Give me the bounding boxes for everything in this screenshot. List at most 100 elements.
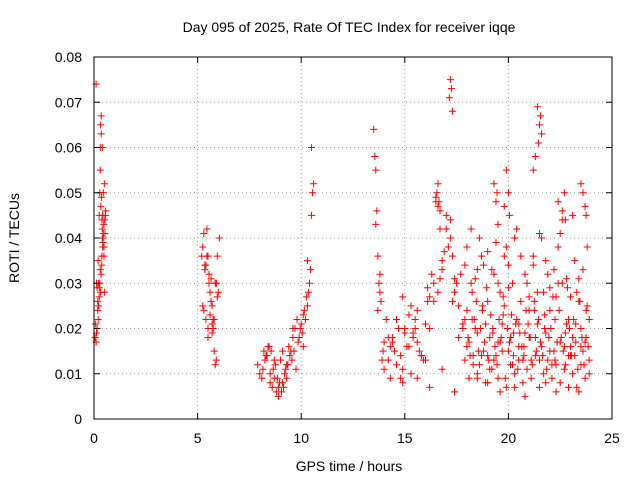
data-point — [490, 270, 498, 278]
data-point — [570, 315, 578, 323]
data-point — [484, 248, 492, 256]
x-tick-label: 0 — [90, 430, 98, 446]
data-point — [393, 315, 401, 323]
data-point — [577, 325, 585, 332]
data-point — [581, 338, 589, 346]
data-point — [453, 279, 461, 287]
data-point — [579, 347, 587, 355]
data-point — [515, 320, 523, 328]
data-point — [95, 293, 103, 301]
data-point — [434, 180, 442, 188]
data-point — [430, 279, 438, 287]
data-point — [407, 302, 415, 310]
data-point — [100, 220, 108, 228]
data-point — [401, 325, 409, 332]
data-point — [486, 365, 494, 373]
data-point — [297, 320, 305, 328]
data-point — [499, 293, 507, 301]
data-point — [91, 334, 99, 342]
data-point — [428, 270, 436, 278]
data-point — [479, 302, 486, 310]
data-point — [575, 275, 583, 283]
data-point — [455, 302, 463, 310]
data-point — [486, 334, 494, 342]
data-point — [271, 361, 279, 369]
data-point — [307, 266, 315, 274]
data-point — [286, 352, 294, 360]
data-point — [582, 334, 590, 342]
data-point — [372, 220, 380, 228]
data-point — [256, 370, 264, 378]
data-point — [96, 266, 104, 274]
data-point — [490, 180, 498, 188]
data-point — [384, 334, 392, 342]
data-point — [510, 329, 518, 337]
data-point — [386, 343, 394, 351]
data-point — [546, 284, 554, 292]
data-point — [538, 343, 546, 351]
data-point — [473, 374, 481, 382]
data-point — [422, 356, 430, 364]
data-point — [101, 229, 109, 237]
data-point — [268, 383, 276, 391]
data-point — [560, 189, 568, 197]
data-point — [447, 85, 455, 93]
data-point — [500, 202, 508, 210]
data-point — [463, 243, 471, 251]
y-tick-label: 0.04 — [55, 230, 82, 246]
data-point — [457, 270, 465, 278]
axis-ticks — [93, 56, 613, 420]
data-point — [513, 315, 521, 323]
data-point — [529, 261, 537, 269]
data-point — [97, 202, 105, 210]
data-point — [399, 379, 407, 387]
data-point — [467, 225, 475, 233]
data-point — [201, 261, 209, 269]
data-point — [504, 347, 512, 355]
data-point — [200, 306, 208, 314]
data-point — [413, 374, 421, 382]
data-point — [517, 252, 525, 260]
data-point — [544, 270, 552, 278]
data-point — [95, 284, 103, 292]
x-tick-label: 25 — [604, 430, 620, 446]
data-point — [207, 275, 215, 283]
data-point — [424, 284, 432, 292]
data-point — [473, 329, 481, 337]
data-point — [520, 352, 528, 360]
data-point — [94, 257, 102, 265]
data-point — [444, 243, 452, 251]
data-point — [96, 288, 104, 296]
data-point — [446, 234, 454, 242]
data-point — [434, 288, 442, 296]
data-point — [471, 275, 479, 283]
y-tick-label: 0 — [74, 411, 82, 427]
data-point — [551, 315, 559, 323]
data-point — [303, 302, 311, 310]
data-point — [502, 383, 510, 391]
data-point — [267, 347, 275, 355]
data-point — [97, 112, 105, 120]
data-point — [530, 297, 538, 305]
y-tick-label: 0.05 — [55, 185, 82, 201]
data-point — [465, 338, 473, 346]
data-point — [577, 180, 585, 188]
data-point — [97, 270, 105, 278]
data-point — [205, 270, 213, 278]
data-point — [517, 297, 525, 305]
data-point — [382, 315, 390, 323]
data-point — [552, 361, 560, 369]
data-point — [211, 361, 219, 369]
data-point — [509, 279, 517, 287]
data-point — [202, 315, 210, 323]
data-point — [550, 266, 558, 274]
data-point — [555, 306, 563, 314]
data-point — [465, 374, 473, 382]
data-point — [463, 306, 471, 314]
data-point — [259, 365, 267, 373]
x-tick-label: 5 — [194, 430, 202, 446]
data-point — [558, 207, 566, 215]
data-point — [448, 107, 456, 115]
data-point — [480, 261, 488, 269]
data-point — [566, 325, 574, 332]
